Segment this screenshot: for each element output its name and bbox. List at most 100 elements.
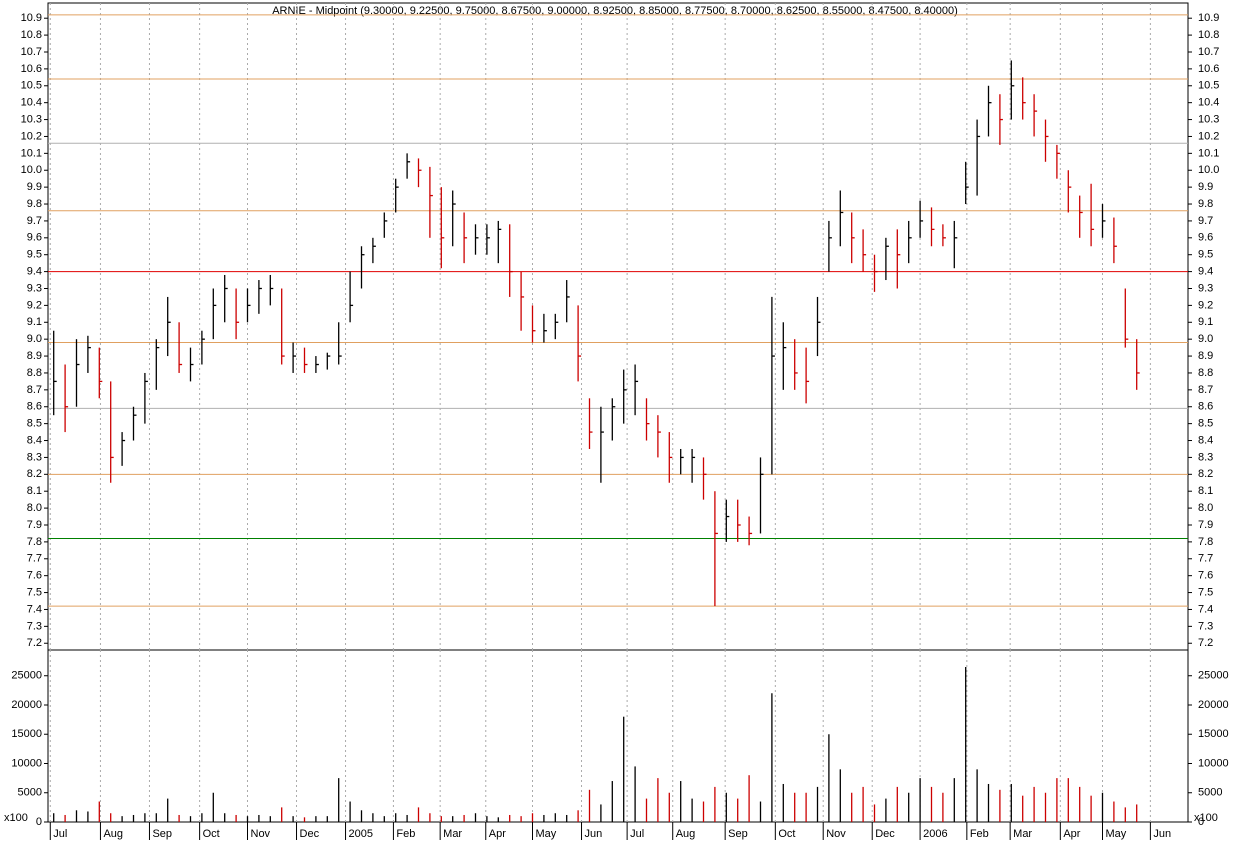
y-tick-label: 7.3 bbox=[1198, 620, 1213, 632]
y-tick-label: 8.1 bbox=[27, 485, 42, 497]
y-tick-label: 8.7 bbox=[1198, 384, 1213, 396]
y-tick-label: 7.5 bbox=[27, 586, 42, 598]
y-tick-label: 9.7 bbox=[27, 215, 42, 227]
y-tick-label: 10.1 bbox=[21, 147, 42, 159]
y-tick-label: 8.8 bbox=[1198, 367, 1213, 379]
y-tick-label: 9.8 bbox=[1198, 198, 1213, 210]
y-tick-label: 8.0 bbox=[1198, 502, 1213, 514]
y-tick-label: 7.2 bbox=[1198, 637, 1213, 649]
x-tick-label: Oct bbox=[778, 828, 795, 840]
y-tick-label: 8.6 bbox=[1198, 401, 1213, 413]
y-tick-label: 10.9 bbox=[1198, 12, 1219, 24]
x-tick-label: Nov bbox=[251, 828, 271, 840]
y-tick-label: 10.0 bbox=[1198, 164, 1219, 176]
y-tick-label: 5000 bbox=[18, 787, 42, 799]
y-tick-label: 9.4 bbox=[27, 266, 42, 278]
volume-unit: x100 bbox=[1194, 812, 1218, 824]
x-tick-label: Dec bbox=[875, 828, 895, 840]
y-tick-label: 9.3 bbox=[1198, 282, 1213, 294]
y-tick-label: 15000 bbox=[1198, 728, 1229, 740]
y-tick-label: 8.6 bbox=[27, 401, 42, 413]
y-tick-label: 7.2 bbox=[27, 637, 42, 649]
y-tick-label: 10.0 bbox=[21, 164, 42, 176]
y-tick-label: 9.6 bbox=[1198, 232, 1213, 244]
y-tick-label: 8.3 bbox=[27, 451, 42, 463]
y-tick-label: 8.2 bbox=[1198, 468, 1213, 480]
y-tick-label: 20000 bbox=[1198, 699, 1229, 711]
y-tick-label: 8.7 bbox=[27, 384, 42, 396]
y-tick-label: 9.1 bbox=[27, 316, 42, 328]
y-tick-label: 10.1 bbox=[1198, 147, 1219, 159]
y-tick-label: 10.9 bbox=[21, 12, 42, 24]
x-tick-label: Apr bbox=[1063, 828, 1080, 840]
y-tick-label: 10.4 bbox=[1198, 97, 1219, 109]
y-tick-label: 9.2 bbox=[27, 299, 42, 311]
y-tick-label: 7.3 bbox=[27, 620, 42, 632]
x-tick-label: Aug bbox=[103, 828, 123, 840]
x-tick-label: Oct bbox=[203, 828, 220, 840]
y-tick-label: 7.8 bbox=[27, 536, 42, 548]
volume-panel bbox=[47, 649, 1189, 823]
y-tick-label: 10.6 bbox=[21, 63, 42, 75]
y-tick-label: 10.7 bbox=[1198, 46, 1219, 58]
y-tick-label: 10.5 bbox=[1198, 80, 1219, 92]
y-tick-label: 8.2 bbox=[27, 468, 42, 480]
y-tick-label: 10.8 bbox=[1198, 29, 1219, 41]
x-tick-label: Jul bbox=[53, 828, 67, 840]
y-tick-label: 8.5 bbox=[1198, 418, 1213, 430]
x-tick-label: May bbox=[1106, 828, 1127, 840]
y-tick-label: 9.4 bbox=[1198, 266, 1213, 278]
y-tick-label: 10.6 bbox=[1198, 63, 1219, 75]
x-tick-label: 2006 bbox=[923, 828, 947, 840]
y-tick-label: 9.0 bbox=[1198, 333, 1213, 345]
y-tick-label: 25000 bbox=[11, 670, 42, 682]
y-tick-label: 9.8 bbox=[27, 198, 42, 210]
y-tick-label: 8.4 bbox=[27, 434, 42, 446]
y-tick-label: 9.2 bbox=[1198, 299, 1213, 311]
y-tick-label: 10.5 bbox=[21, 80, 42, 92]
x-tick-label: Mar bbox=[443, 828, 462, 840]
y-tick-label: 9.6 bbox=[27, 232, 42, 244]
y-tick-label: 9.7 bbox=[1198, 215, 1213, 227]
y-tick-label: 15000 bbox=[11, 728, 42, 740]
y-tick-label: 8.0 bbox=[27, 502, 42, 514]
x-tick-label: Sep bbox=[728, 828, 748, 840]
y-tick-label: 9.0 bbox=[27, 333, 42, 345]
y-tick-label: 7.6 bbox=[27, 570, 42, 582]
y-tick-label: 9.1 bbox=[1198, 316, 1213, 328]
y-tick-label: 0 bbox=[36, 816, 42, 828]
y-tick-label: 8.3 bbox=[1198, 451, 1213, 463]
y-tick-label: 7.6 bbox=[1198, 570, 1213, 582]
x-tick-label: Apr bbox=[489, 828, 506, 840]
y-tick-label: 10.2 bbox=[1198, 130, 1219, 142]
y-tick-label: 9.9 bbox=[1198, 181, 1213, 193]
x-tick-label: Feb bbox=[396, 828, 415, 840]
y-tick-label: 9.3 bbox=[27, 282, 42, 294]
y-tick-label: 8.9 bbox=[27, 350, 42, 362]
x-tick-label: 2005 bbox=[349, 828, 373, 840]
y-tick-label: 5000 bbox=[1198, 787, 1222, 799]
y-tick-label: 7.4 bbox=[1198, 603, 1213, 615]
y-tick-label: 10.3 bbox=[1198, 113, 1219, 125]
y-tick-label: 10.3 bbox=[21, 113, 42, 125]
y-tick-label: 7.7 bbox=[1198, 553, 1213, 565]
y-tick-label: 7.9 bbox=[1198, 519, 1213, 531]
volume-unit: x100 bbox=[4, 812, 28, 824]
y-tick-label: 25000 bbox=[1198, 670, 1229, 682]
x-tick-label: Sep bbox=[152, 828, 172, 840]
x-tick-label: Jul bbox=[630, 828, 644, 840]
price-panel bbox=[47, 2, 1189, 651]
x-tick-label: Aug bbox=[676, 828, 696, 840]
y-tick-label: 8.1 bbox=[1198, 485, 1213, 497]
y-tick-label: 10.8 bbox=[21, 29, 42, 41]
x-tick-label: Dec bbox=[300, 828, 320, 840]
y-tick-label: 8.9 bbox=[1198, 350, 1213, 362]
y-tick-label: 9.9 bbox=[27, 181, 42, 193]
y-tick-label: 10.2 bbox=[21, 130, 42, 142]
y-tick-label: 7.8 bbox=[1198, 536, 1213, 548]
chart-title: ARNIE - Midpoint (9.30000, 9.22500, 9.75… bbox=[272, 5, 958, 17]
y-tick-label: 10.4 bbox=[21, 97, 42, 109]
y-tick-label: 7.9 bbox=[27, 519, 42, 531]
y-tick-label: 0 bbox=[1198, 816, 1204, 828]
